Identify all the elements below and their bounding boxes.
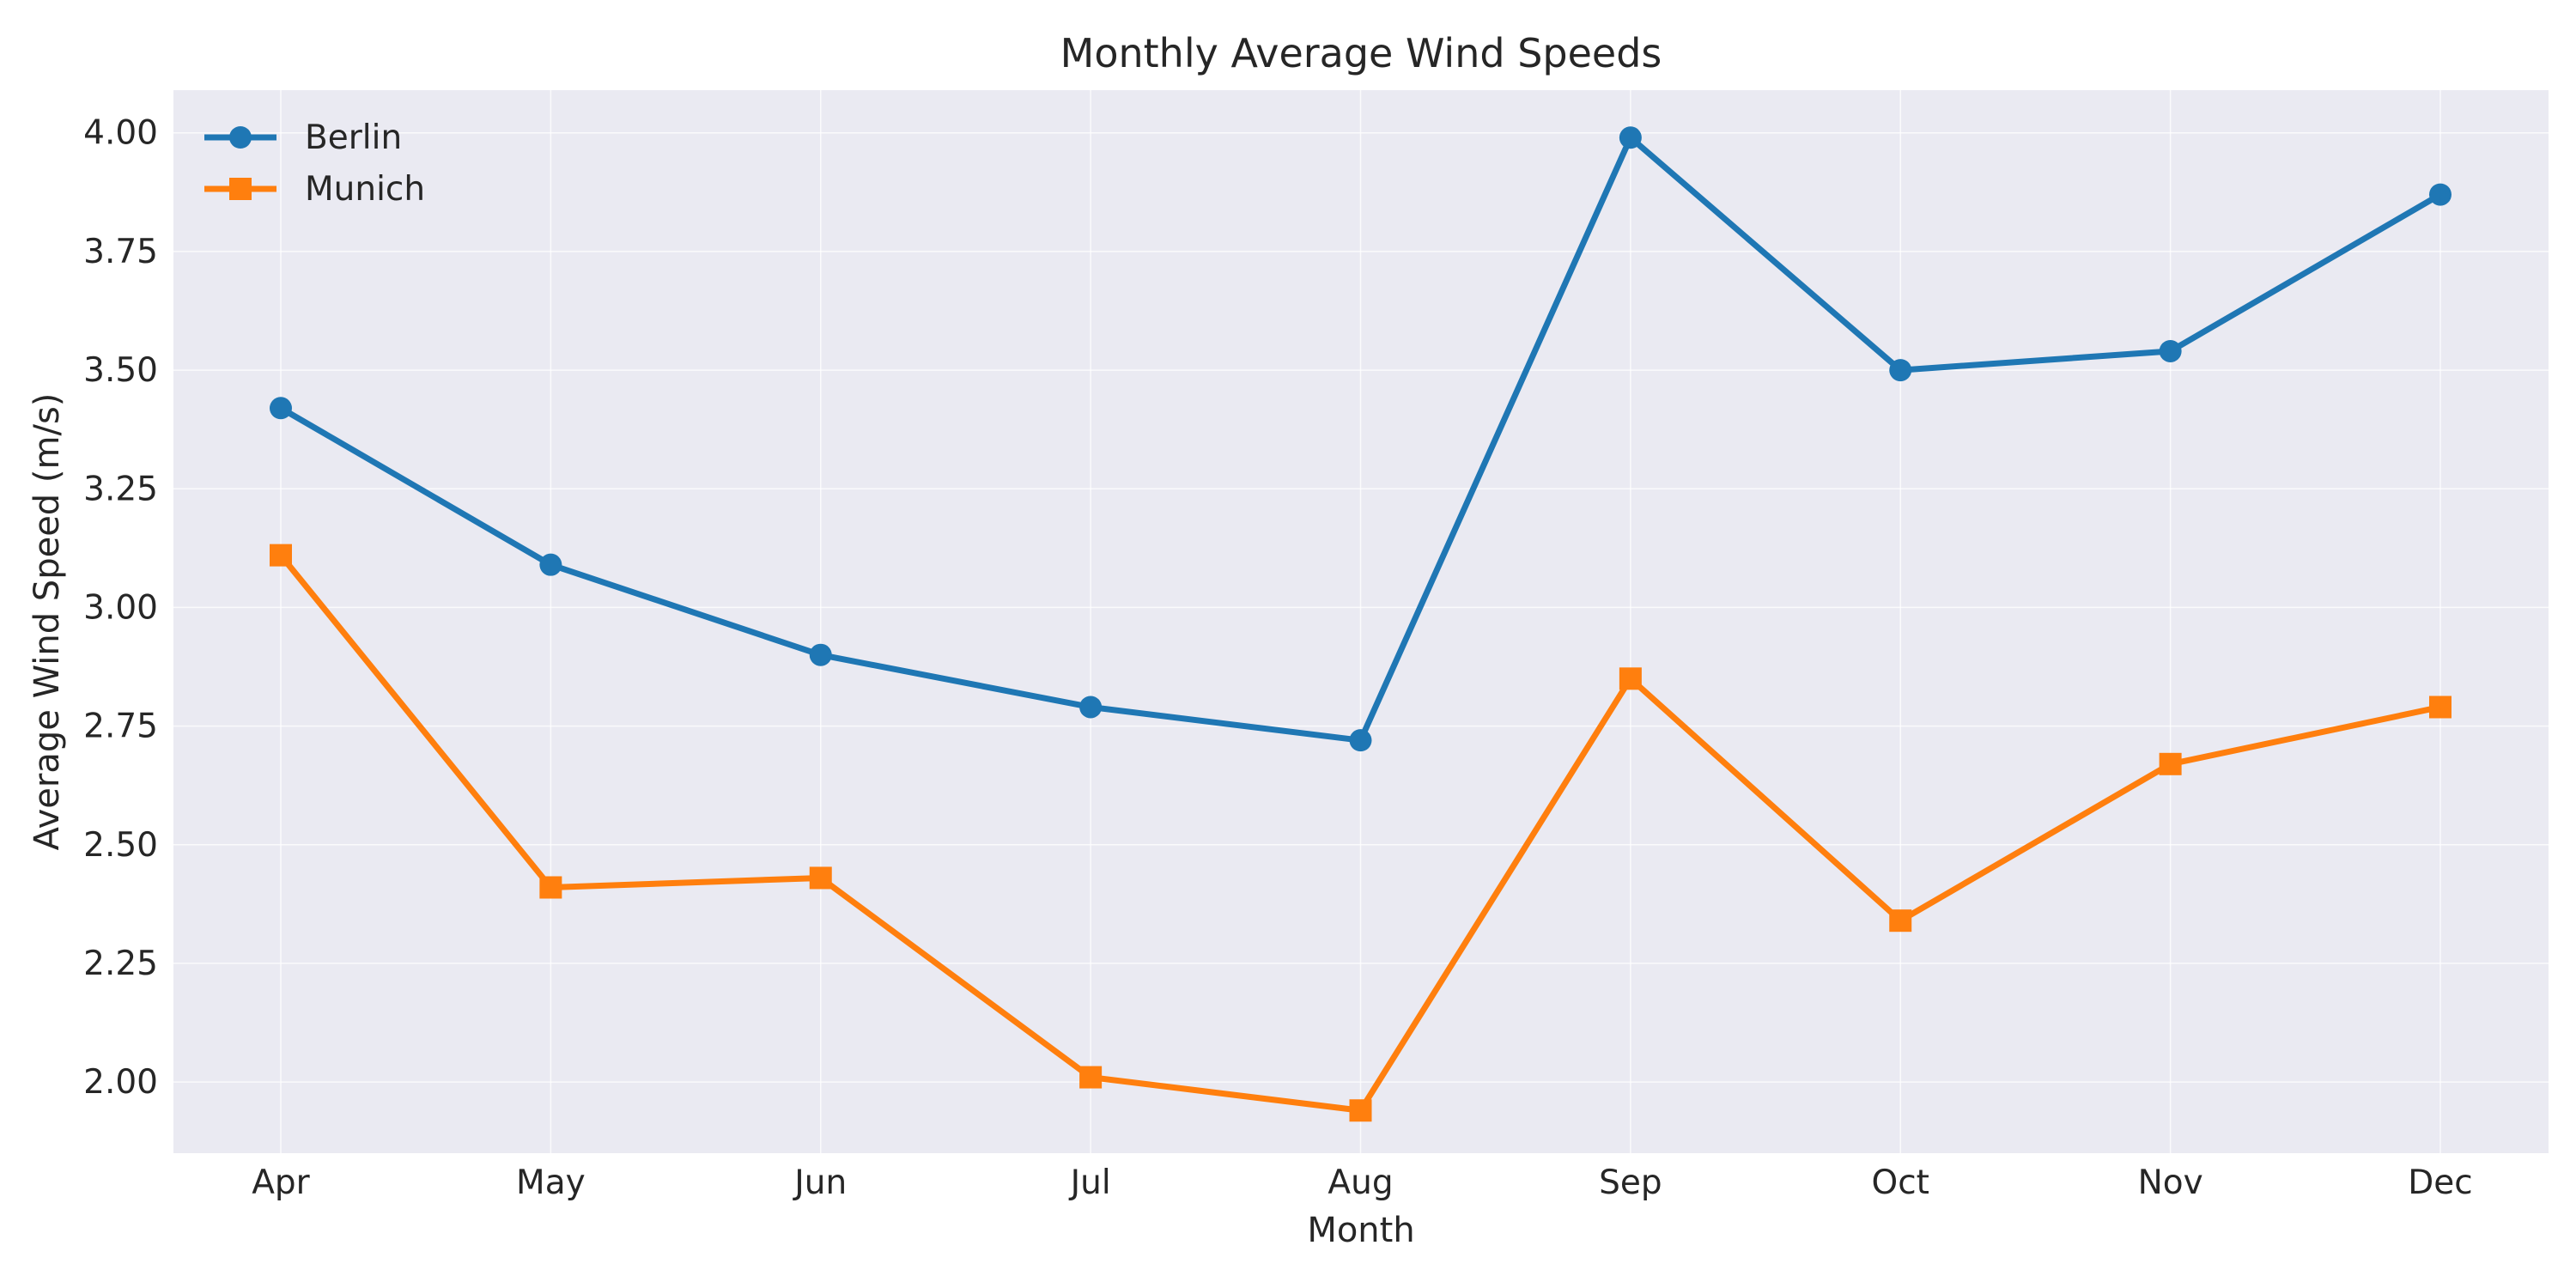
legend: Berlin Munich: [204, 118, 425, 209]
data-point: [1619, 667, 1642, 690]
data-point: [1079, 696, 1103, 719]
data-point: [270, 397, 292, 420]
data-point: [1619, 126, 1642, 149]
series-munich: [270, 544, 2451, 1122]
y-axis-ticks: 2.00 2.25 2.50 2.75 3.00 3.25 3.50 3.75 4.00: [83, 114, 158, 1102]
legend-item: Munich: [204, 170, 425, 209]
y-axis-label: Average Wind Speed (m/s): [27, 393, 67, 851]
data-point: [2159, 752, 2182, 775]
y-tick-label: 3.75: [83, 233, 158, 271]
x-tick-label: Sep: [1599, 1163, 1662, 1202]
data-point: [270, 544, 292, 567]
x-tick-label: May: [516, 1163, 586, 1202]
y-tick-label: 3.50: [83, 351, 158, 390]
x-tick-label: Oct: [1872, 1163, 1929, 1202]
legend-label: Munich: [305, 170, 425, 209]
data-point: [809, 866, 832, 890]
x-axis-ticks: Apr May Jun Jul Aug Sep Oct Nov Dec: [252, 1163, 2472, 1202]
data-point: [1349, 729, 1372, 752]
x-tick-label: Nov: [2138, 1163, 2203, 1202]
chart-title: Monthly Average Wind Speeds: [1060, 30, 1662, 76]
series-layer: [270, 126, 2451, 1122]
data-point: [809, 643, 832, 666]
legend-marker: [229, 178, 252, 200]
series-berlin: [270, 126, 2451, 752]
x-tick-label: Apr: [252, 1163, 310, 1202]
data-point: [2429, 696, 2451, 719]
y-tick-label: 3.00: [83, 588, 158, 627]
y-tick-label: 2.75: [83, 708, 158, 746]
x-axis-label: Month: [1307, 1211, 1414, 1250]
grid: [173, 90, 2549, 1153]
y-tick-label: 2.25: [83, 945, 158, 983]
legend-label: Berlin: [305, 118, 402, 157]
legend-item: Berlin: [204, 118, 402, 157]
x-tick-label: Jul: [1068, 1163, 1111, 1202]
data-point: [2159, 339, 2182, 362]
x-tick-label: Jun: [792, 1163, 847, 1202]
data-point: [1349, 1099, 1372, 1122]
x-tick-label: Aug: [1327, 1163, 1393, 1202]
data-point: [1079, 1066, 1103, 1089]
y-tick-label: 2.50: [83, 826, 158, 865]
y-tick-label: 4.00: [83, 114, 158, 153]
data-point: [1889, 359, 1912, 382]
data-point: [539, 553, 562, 576]
data-point: [539, 876, 562, 899]
legend-marker: [229, 126, 252, 149]
y-tick-label: 2.00: [83, 1063, 158, 1102]
data-point: [1889, 909, 1912, 933]
data-point: [2429, 183, 2451, 206]
y-tick-label: 3.25: [83, 470, 158, 508]
x-tick-label: Dec: [2408, 1163, 2472, 1202]
